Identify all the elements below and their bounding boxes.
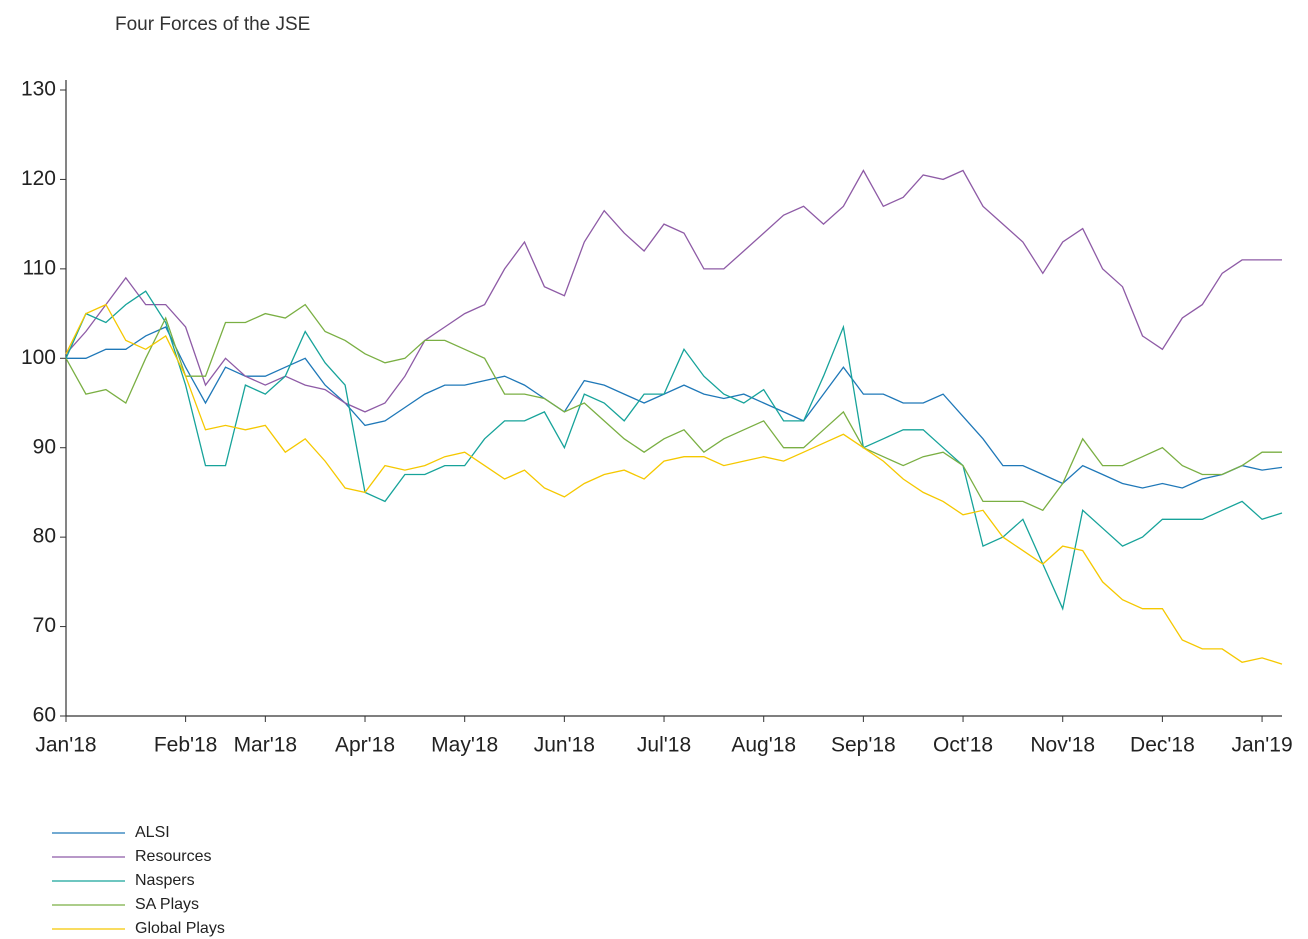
x-tick-label: Apr'18 — [335, 734, 395, 757]
y-tick-label: 100 — [21, 346, 56, 369]
legend-label: ALSI — [135, 824, 170, 841]
y-tick-label: 120 — [21, 167, 56, 190]
x-tick-label: Nov'18 — [1030, 734, 1095, 757]
x-tick-label: May'18 — [431, 734, 498, 757]
y-tick-label: 80 — [33, 525, 56, 548]
x-tick-label: Aug'18 — [731, 734, 796, 757]
x-tick-label: Oct'18 — [933, 734, 993, 757]
series-line — [65, 290, 1283, 611]
legend-label: Naspers — [135, 872, 195, 889]
y-tick-label: 90 — [33, 435, 56, 458]
x-tick-label: Sep'18 — [831, 734, 896, 757]
series-line — [65, 303, 1283, 665]
x-tick-label: Dec'18 — [1130, 734, 1195, 757]
legend-label: Resources — [135, 848, 211, 865]
y-tick-label: 110 — [23, 256, 56, 279]
x-tick-label: Jan'18 — [35, 734, 96, 757]
legend-label: SA Plays — [135, 896, 199, 913]
series-line — [65, 169, 1282, 413]
x-tick-label: Jun'18 — [534, 734, 595, 757]
x-tick-label: Feb'18 — [154, 734, 218, 757]
legend-label: Global Plays — [135, 920, 225, 937]
y-tick-label: 60 — [33, 704, 56, 727]
x-tick-label: Mar'18 — [234, 734, 298, 757]
x-tick-label: Jul'18 — [637, 734, 691, 757]
y-tick-label: 70 — [33, 614, 56, 637]
x-tick-label: Jan'19 — [1231, 734, 1292, 757]
chart-title: Four Forces of the JSE — [115, 14, 310, 35]
y-tick-label: 130 — [21, 78, 56, 101]
series-line — [65, 303, 1282, 512]
series-line — [66, 326, 1283, 489]
